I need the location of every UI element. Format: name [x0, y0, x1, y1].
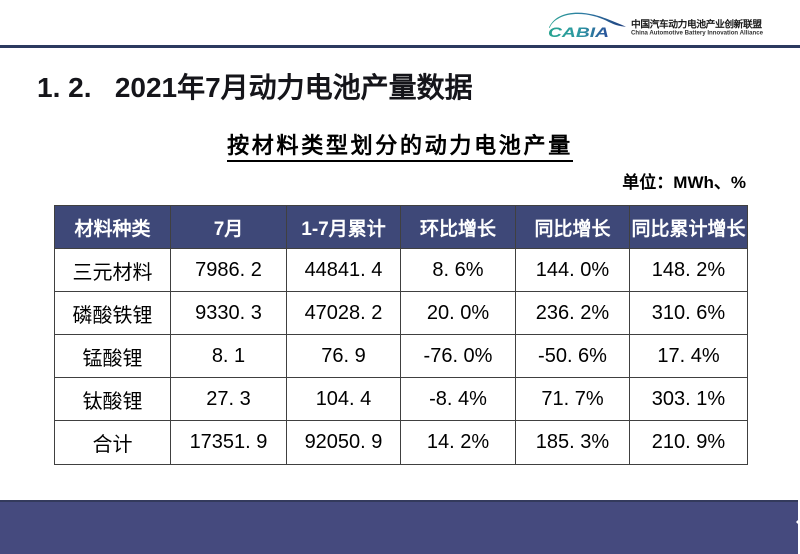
- svg-text:CABIA: CABIA: [548, 24, 609, 40]
- svg-text:China Automotive Battery Innov: China Automotive Battery Innovation Alli…: [631, 30, 764, 37]
- svg-text:中国汽车动力电池产业创新联盟: 中国汽车动力电池产业创新联盟: [631, 18, 762, 31]
